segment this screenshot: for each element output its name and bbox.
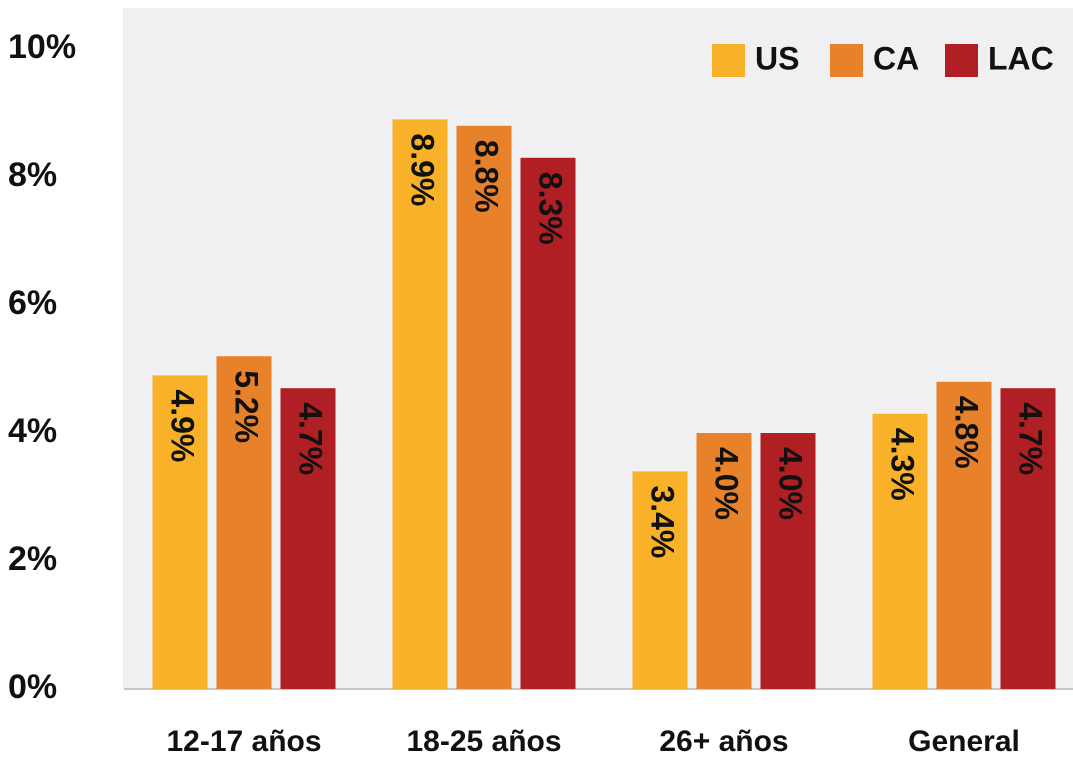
x-tick-label: 18-25 años bbox=[406, 725, 561, 758]
value-label: 4.7% bbox=[1013, 402, 1049, 475]
x-tick-label: 26+ años bbox=[659, 725, 788, 758]
bar bbox=[280, 388, 336, 689]
legend-swatch bbox=[712, 44, 745, 77]
value-label: 8.8% bbox=[469, 140, 505, 213]
bar bbox=[872, 413, 928, 689]
y-tick-label: 4% bbox=[8, 412, 57, 450]
bar bbox=[152, 375, 208, 689]
y-tick-label: 8% bbox=[8, 156, 57, 194]
value-label: 4.9% bbox=[165, 389, 201, 462]
y-tick-label: 0% bbox=[8, 668, 57, 706]
value-label: 4.3% bbox=[885, 428, 921, 501]
bar bbox=[696, 433, 752, 689]
y-tick-label: 2% bbox=[8, 540, 57, 578]
value-label: 8.9% bbox=[405, 133, 441, 206]
y-tick-label: 10% bbox=[8, 28, 76, 66]
bar bbox=[1000, 388, 1056, 689]
legend-label: CA bbox=[873, 40, 919, 76]
x-tick-label: 12-17 años bbox=[166, 725, 321, 758]
value-label: 3.4% bbox=[645, 485, 681, 558]
bar bbox=[392, 119, 448, 689]
legend-label: US bbox=[755, 40, 799, 76]
y-tick-label: 6% bbox=[8, 284, 57, 322]
legend-swatch bbox=[830, 44, 863, 77]
bar bbox=[456, 125, 512, 690]
bar bbox=[520, 157, 576, 690]
bar bbox=[936, 381, 992, 689]
bar bbox=[216, 356, 272, 689]
value-label: 4.0% bbox=[709, 447, 745, 520]
value-label: 4.0% bbox=[773, 447, 809, 520]
value-label: 5.2% bbox=[229, 370, 265, 443]
value-label: 8.3% bbox=[533, 172, 569, 245]
value-label: 4.8% bbox=[949, 396, 985, 469]
x-tick-label: General bbox=[908, 725, 1020, 758]
bar bbox=[632, 471, 688, 689]
value-label: 4.7% bbox=[293, 402, 329, 475]
legend-label: LAC bbox=[988, 40, 1054, 76]
legend-swatch bbox=[945, 44, 978, 77]
bar bbox=[760, 433, 816, 689]
